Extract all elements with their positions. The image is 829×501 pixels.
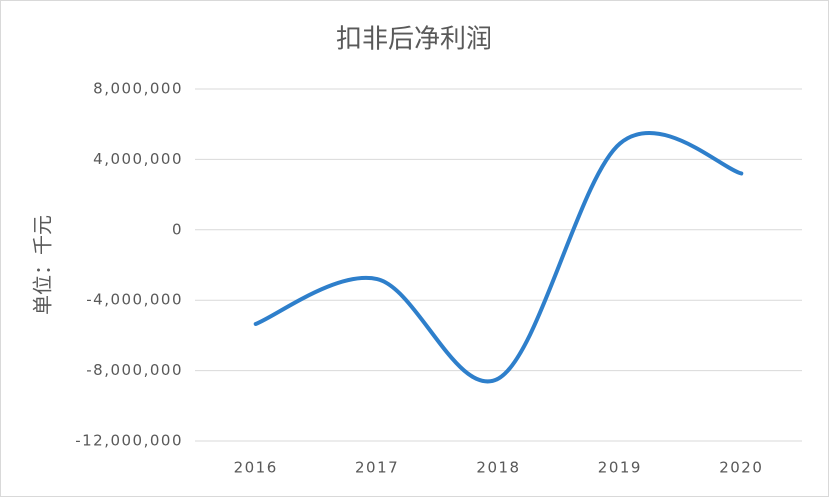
y-axis-label: 单位：千元 xyxy=(31,215,55,315)
x-tick-label: 2016 xyxy=(234,459,278,477)
x-tick-label: 2017 xyxy=(355,459,399,477)
chart-title: 扣非后净利润 xyxy=(336,25,492,55)
line xyxy=(253,130,744,384)
y-tick-label: -12,000,000 xyxy=(75,432,183,450)
x-tick-label: 2018 xyxy=(476,459,520,477)
y-tick-label: 0 xyxy=(172,220,183,238)
x-tick-label: 2019 xyxy=(598,459,642,477)
x-tick-label: 2020 xyxy=(719,459,763,477)
y-tick-label: 8,000,000 xyxy=(93,80,183,98)
y-tick-label: -4,000,000 xyxy=(86,291,183,309)
y-tick-label: 4,000,000 xyxy=(93,150,183,168)
y-tick-label: -8,000,000 xyxy=(86,361,183,379)
